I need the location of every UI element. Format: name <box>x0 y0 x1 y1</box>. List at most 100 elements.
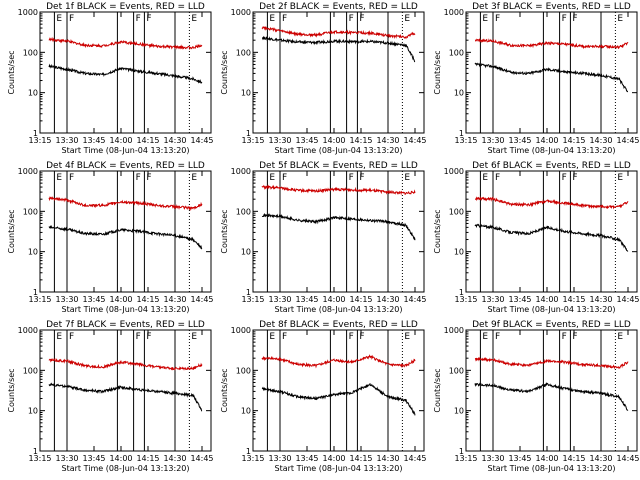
series-events-line <box>48 382 203 412</box>
y-axis-label: Counts/sec <box>220 50 229 94</box>
marker-label: E <box>56 332 62 342</box>
y-axis-label: Counts/sec <box>220 368 229 412</box>
x-tick-label: 13:30 <box>481 136 504 145</box>
marker-label: F <box>146 14 151 24</box>
marker-label: F <box>282 332 287 342</box>
series-events-line <box>261 383 416 416</box>
x-tick-label: 13:15 <box>241 454 264 463</box>
marker-label: F <box>495 173 500 183</box>
y-tick-label: 1000 <box>18 8 38 17</box>
y-tick-label: 100 <box>23 207 38 216</box>
y-tick-label: 1000 <box>18 326 38 335</box>
marker-label: F <box>69 14 74 24</box>
marker-label: F <box>359 332 364 342</box>
marker-label: F <box>282 173 287 183</box>
x-tick-label: 14:45 <box>616 136 639 145</box>
x-tick-label: 14:15 <box>349 454 372 463</box>
marker-label: E <box>191 14 197 24</box>
x-tick-label: 14:30 <box>589 136 612 145</box>
x-tick-label: 13:30 <box>268 454 291 463</box>
x-tick-label: 14:30 <box>163 295 186 304</box>
y-tick-label: 1 <box>246 288 251 297</box>
x-tick-label: 14:00 <box>322 454 345 463</box>
x-axis-label: Start Time (08-Jun-04 13:13:20) <box>62 464 190 473</box>
y-axis-label: Counts/sec <box>220 209 229 253</box>
marker-label: F <box>562 14 567 24</box>
y-tick-label: 1 <box>459 288 464 297</box>
y-tick-label: 100 <box>449 48 464 57</box>
marker-label: E <box>404 14 410 24</box>
x-tick-label: 14:15 <box>136 295 159 304</box>
y-tick-label: 100 <box>449 366 464 375</box>
x-tick-label: 14:30 <box>589 295 612 304</box>
plot-frame <box>465 329 638 452</box>
x-tick-label: 14:00 <box>109 295 132 304</box>
x-tick-label: 14:30 <box>163 454 186 463</box>
marker-label: F <box>69 332 74 342</box>
marker-label: E <box>191 332 197 342</box>
plot-frame <box>39 329 212 452</box>
x-axis-label: Start Time (08-Jun-04 13:13:20) <box>488 464 616 473</box>
panel-det-7: Det 7f BLACK = Events, RED = LLD 1 10 100 10… <box>7 320 214 473</box>
y-axis-label: Counts/sec <box>7 209 16 253</box>
x-axis-label: Start Time (08-Jun-04 13:13:20) <box>275 464 403 473</box>
panel-det-5: Det 5f BLACK = Events, RED = LLD 1 10 100 10… <box>220 161 427 314</box>
x-tick-label: 13:15 <box>241 295 264 304</box>
series-events-line <box>48 63 203 84</box>
x-tick-label: 13:30 <box>55 136 78 145</box>
x-tick-label: 13:45 <box>508 295 531 304</box>
series-events-line <box>261 35 416 63</box>
series-events-line <box>474 62 628 93</box>
marker-label: E <box>482 14 488 24</box>
y-tick-label: 1 <box>33 288 38 297</box>
x-tick-label: 14:00 <box>322 136 345 145</box>
x-tick-label: 14:30 <box>376 295 399 304</box>
series-events-line <box>474 223 629 252</box>
plot-frame <box>465 170 638 293</box>
x-tick-label: 14:15 <box>349 295 372 304</box>
chart-title: Det 4f BLACK = Events, RED = LLD <box>46 161 205 171</box>
y-tick-label: 1000 <box>444 167 464 176</box>
marker-label: F <box>495 332 500 342</box>
x-tick-label: 13:15 <box>241 136 264 145</box>
marker-label: F <box>572 14 577 24</box>
x-tick-label: 14:45 <box>403 136 426 145</box>
x-tick-label: 13:15 <box>454 295 477 304</box>
chart-title: Det 9f BLACK = Events, RED = LLD <box>472 320 631 330</box>
x-tick-label: 14:30 <box>376 454 399 463</box>
x-axis-label: Start Time (08-Jun-04 13:13:20) <box>62 146 190 155</box>
x-tick-label: 14:30 <box>376 136 399 145</box>
y-tick-label: 10 <box>241 407 251 416</box>
y-tick-label: 1 <box>459 129 464 138</box>
chart-title: Det 7f BLACK = Events, RED = LLD <box>46 320 205 330</box>
x-tick-label: 13:45 <box>82 295 105 304</box>
x-tick-label: 14:45 <box>403 295 426 304</box>
x-tick-label: 13:45 <box>82 454 105 463</box>
x-tick-label: 14:15 <box>562 136 585 145</box>
x-tick-label: 13:30 <box>481 454 504 463</box>
marker-label: E <box>617 332 623 342</box>
plot-frame <box>39 11 212 134</box>
marker-label: E <box>482 173 488 183</box>
series-events-line <box>261 212 416 241</box>
x-tick-label: 13:15 <box>28 454 51 463</box>
x-tick-label: 13:30 <box>268 295 291 304</box>
x-tick-label: 13:15 <box>454 454 477 463</box>
panel-det-8: Det 8f BLACK = Events, RED = LLD 1 10 100 10… <box>220 320 427 473</box>
x-tick-label: 14:15 <box>136 136 159 145</box>
series-lld-line <box>48 357 203 371</box>
panel-det-1: Det 1f BLACK = Events, RED = LLD 1 10 100 10… <box>7 2 214 155</box>
y-axis-label: Counts/sec <box>433 50 442 94</box>
plot-frame <box>252 329 425 452</box>
marker-label: F <box>562 173 567 183</box>
series-lld-line <box>261 184 416 196</box>
y-axis-label: Counts/sec <box>433 368 442 412</box>
x-axis-label: Start Time (08-Jun-04 13:13:20) <box>62 305 190 314</box>
x-tick-label: 14:45 <box>403 454 426 463</box>
marker-label: E <box>191 173 197 183</box>
x-axis-label: Start Time (08-Jun-04 13:13:20) <box>275 146 403 155</box>
x-tick-label: 14:00 <box>109 454 132 463</box>
x-tick-label: 14:00 <box>535 136 558 145</box>
y-tick-label: 1 <box>246 447 251 456</box>
y-tick-label: 100 <box>236 48 251 57</box>
